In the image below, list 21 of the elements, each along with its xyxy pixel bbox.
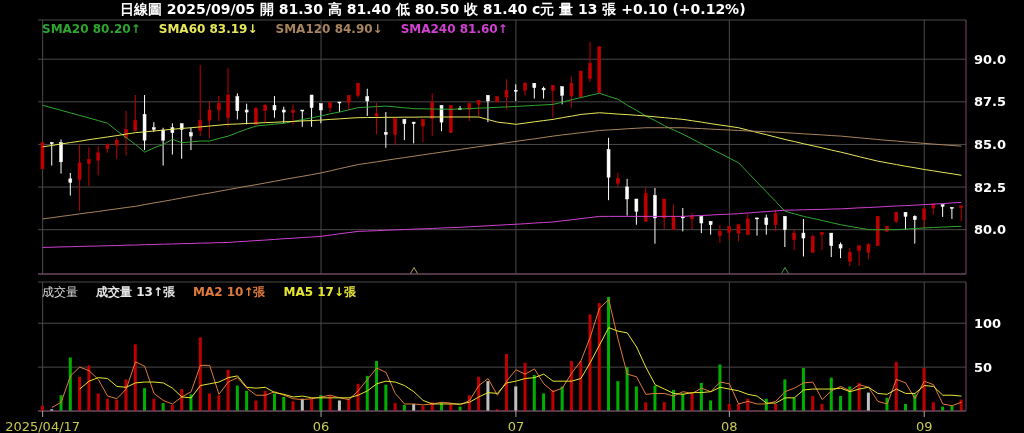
y-tick-label: 50 [974,359,993,375]
text: SMA20 80.20↑ [42,22,141,36]
y-tick-label: 90.0 [974,51,1007,67]
x-tick-label: 06 [312,419,330,433]
x-tick-label: 08 [721,419,738,433]
text: SMA120 84.90↓ [275,22,383,36]
y-tick-label: 87.5 [974,94,1007,110]
x-tick-label: 09 [915,419,933,433]
text: MA5 17↓張 [283,284,356,301]
y-tick-label: 85.0 [974,137,1007,153]
y-tick-label: 80.0 [974,222,1007,238]
chart-title: 成交量 [42,284,78,301]
x-tick-label: 07 [507,419,525,433]
y-tick-label: 82.5 [974,179,1007,195]
text: SMA240 81.60↑ [400,22,508,36]
text: MA2 10↑張 [192,284,266,301]
text: 成交量 13↑張 [96,284,175,301]
chart-title: 日線圖 2025/09/05 開 81.30 高 81.40 低 80.50 收 81.40 c元 量 13 張 +0.10 (+0.12%) [120,1,746,19]
x-tick-label: 2025/04/17 [5,419,81,433]
text: SMA60 83.19↓ [158,22,258,36]
y-tick-label: 100 [974,315,1002,331]
